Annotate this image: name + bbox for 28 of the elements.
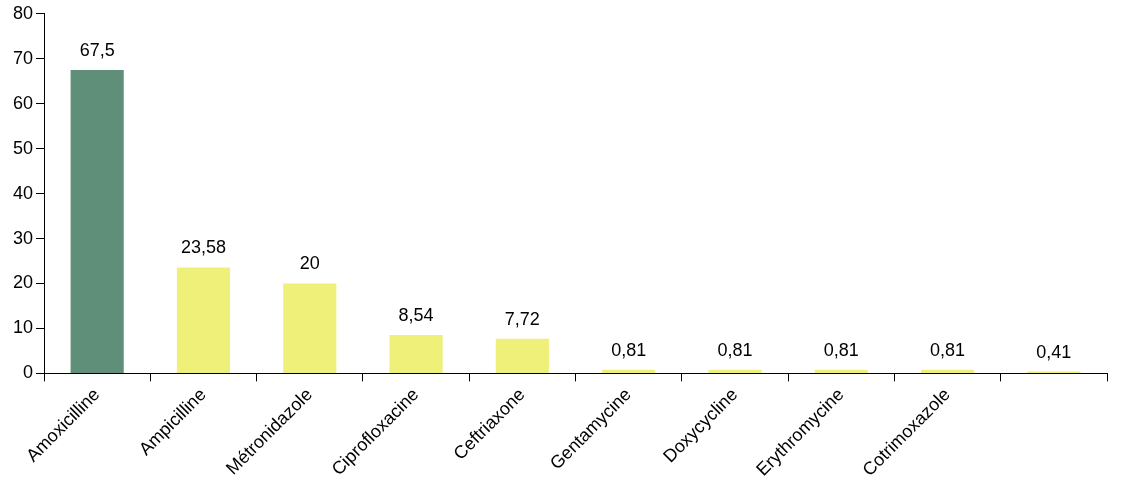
y-tick-label: 60 <box>12 92 34 113</box>
data-label: 23,58 <box>180 237 226 258</box>
y-tick-label: 50 <box>12 137 34 158</box>
y-tick-label: 20 <box>12 272 34 293</box>
data-label: 7,72 <box>504 308 540 329</box>
bar <box>70 69 124 373</box>
y-tick-label: 70 <box>12 47 34 68</box>
bar <box>708 369 762 373</box>
data-label: 8,54 <box>398 304 434 325</box>
data-label: 20 <box>299 253 320 274</box>
bar <box>389 335 443 373</box>
bar <box>814 369 868 373</box>
data-label: 67,5 <box>79 39 115 60</box>
y-tick-label: 30 <box>12 227 34 248</box>
bar <box>283 283 337 373</box>
data-label: 0,41 <box>1036 341 1072 362</box>
data-label: 0,81 <box>611 339 647 360</box>
bar <box>602 369 656 373</box>
y-tick-label: 80 <box>12 2 34 23</box>
y-tick-label: 10 <box>12 317 34 338</box>
y-tick-label: 0 <box>23 362 34 383</box>
bar <box>495 338 549 373</box>
bar <box>176 267 231 373</box>
data-label: 0,81 <box>930 339 966 360</box>
y-tick-label: 40 <box>12 182 34 203</box>
data-label: 0,81 <box>823 339 859 360</box>
data-label: 0,81 <box>717 339 753 360</box>
bar <box>920 369 975 373</box>
